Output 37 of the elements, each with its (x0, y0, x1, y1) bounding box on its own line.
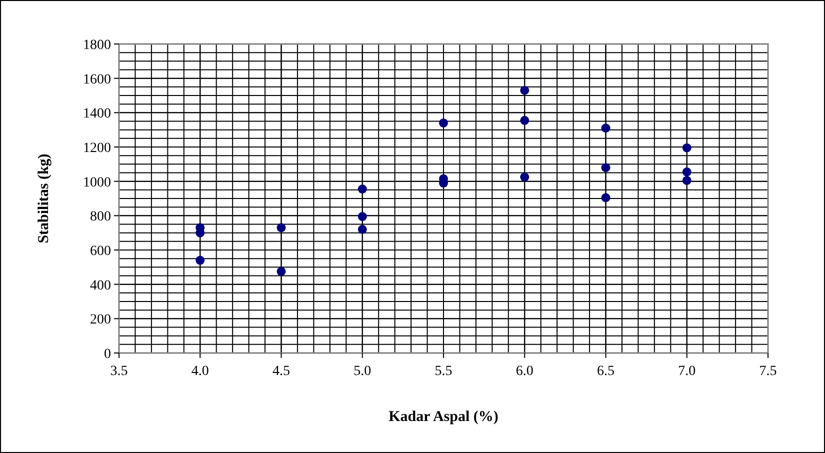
y-tick-label: 800 (90, 210, 111, 225)
point (520, 86, 530, 95)
point (601, 193, 610, 202)
point (601, 124, 610, 133)
point (682, 167, 692, 176)
point (358, 184, 367, 194)
point (682, 143, 692, 152)
point (196, 256, 205, 265)
x-axis-title: Kadar Aspal (%) (388, 409, 498, 425)
y-tick-label: 200 (90, 312, 111, 328)
y-tick-label: 1800 (83, 38, 111, 53)
point (601, 163, 610, 172)
y-tick-label: 1000 (83, 175, 111, 190)
x-tick-label: 3.5 (110, 364, 128, 379)
point (682, 176, 692, 185)
point (358, 212, 367, 222)
point (276, 223, 286, 232)
point (439, 118, 448, 128)
point (520, 116, 530, 125)
y-tick-label: 1600 (83, 72, 111, 88)
x-tick-label: 6.5 (597, 364, 614, 379)
y-tick-label: 1200 (83, 141, 111, 156)
y-axis-title: Stabilitas (kg) (36, 154, 52, 244)
y-tick-label: 600 (90, 244, 111, 259)
x-tick-label: 5.0 (354, 364, 372, 379)
point (358, 224, 367, 234)
y-tick-label: 1400 (83, 106, 111, 122)
y-tick-label: 400 (90, 278, 111, 294)
x-tick-label: 4.0 (191, 364, 209, 379)
x-tick-label: 4.5 (272, 364, 290, 379)
x-tick-label: 5.5 (434, 364, 452, 379)
x-tick-label: 7.5 (759, 364, 777, 379)
x-tick-label: 6.0 (516, 364, 534, 379)
point (520, 172, 530, 182)
point (276, 266, 286, 276)
x-tick-label: 7.0 (678, 364, 696, 379)
y-tick-label: 0 (104, 347, 111, 362)
